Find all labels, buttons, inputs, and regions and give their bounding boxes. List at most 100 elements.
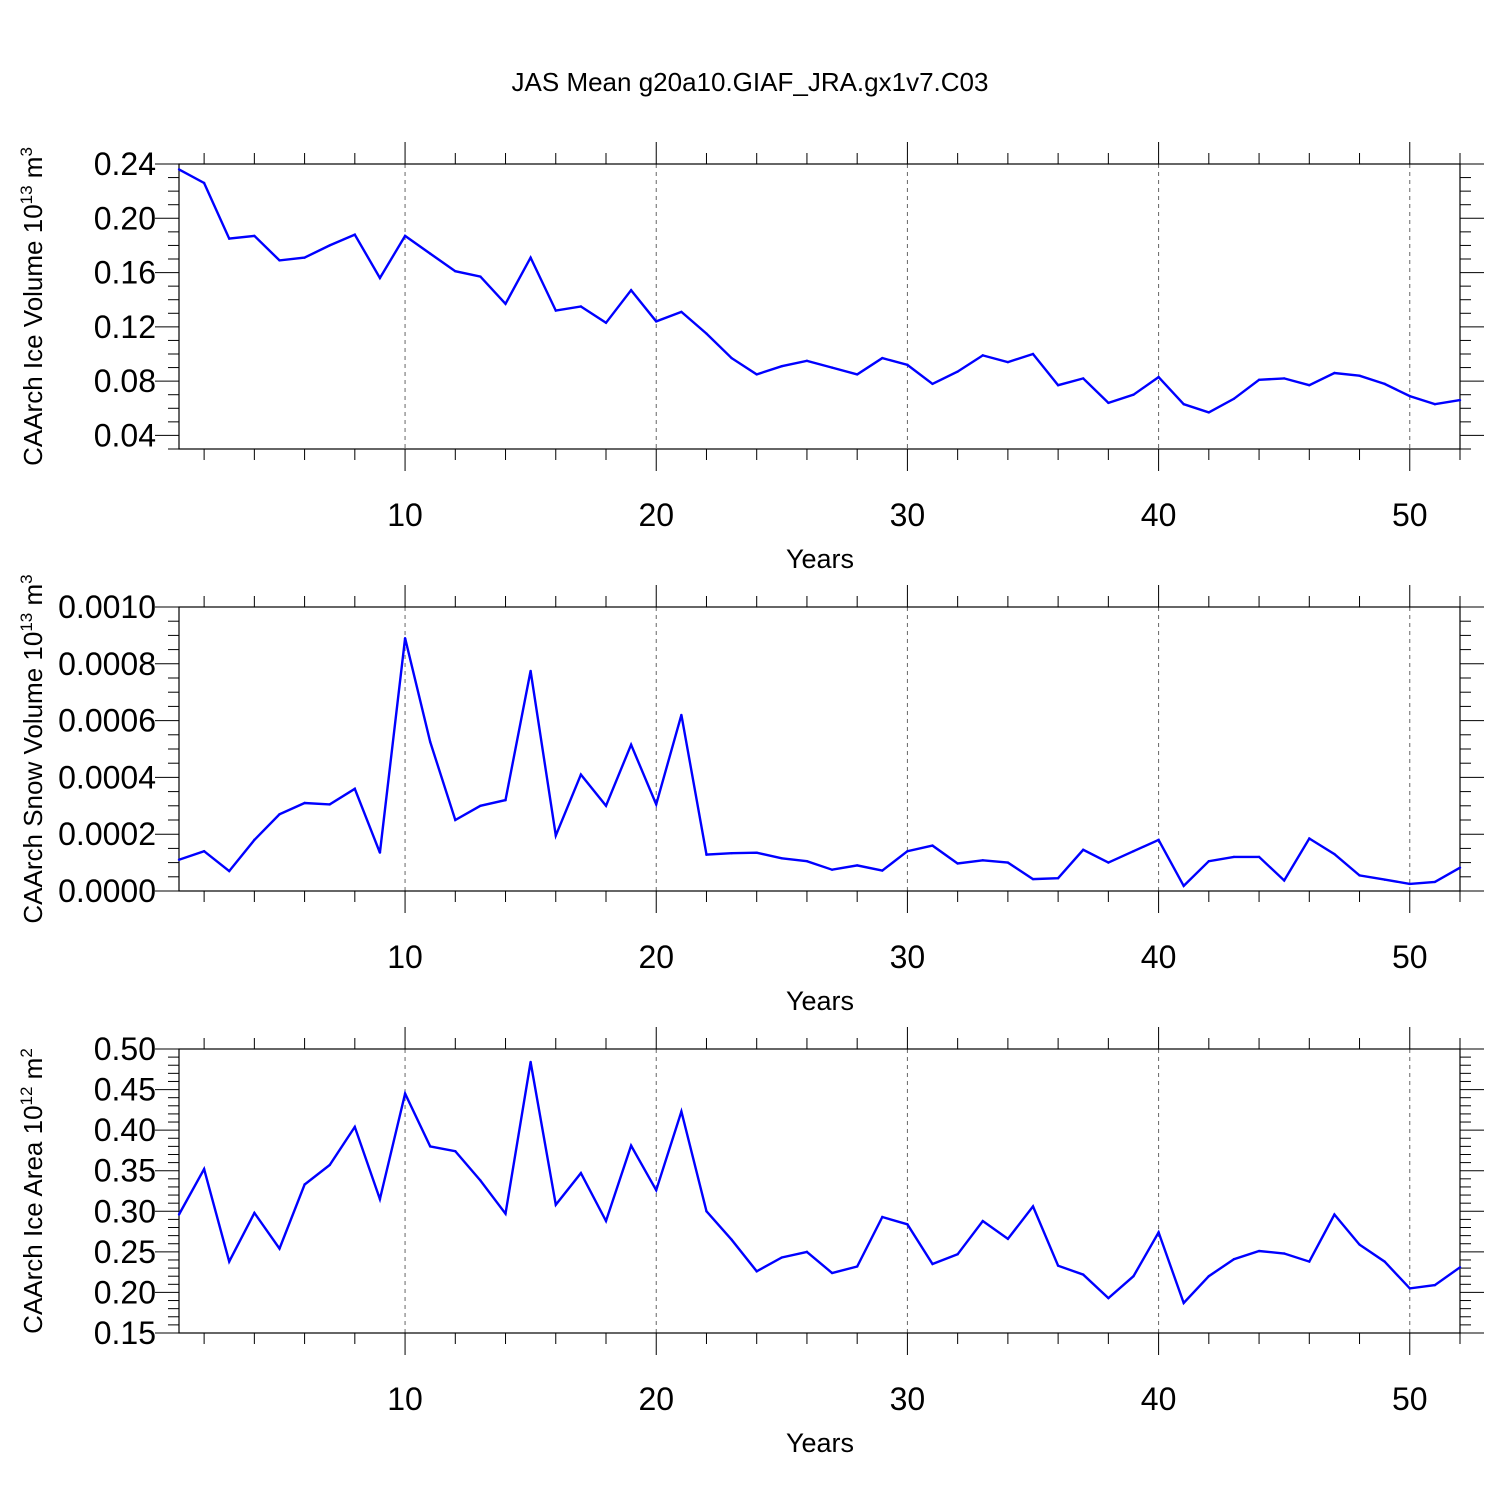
data-point: [202, 850, 206, 853]
data-point: [855, 1265, 859, 1268]
y-tick-label: 0.20: [94, 1274, 156, 1310]
data-point: [1308, 1260, 1311, 1263]
data-point: [579, 1171, 583, 1175]
y-tick-label: 0.0002: [58, 816, 156, 852]
data-point: [755, 1270, 758, 1273]
data-point: [655, 320, 658, 323]
data-point: [1458, 1266, 1462, 1269]
x-tick-label: 30: [890, 939, 926, 975]
data-point: [253, 1211, 256, 1215]
data-point: [1433, 880, 1437, 884]
data-point: [931, 844, 934, 847]
data-point: [1182, 884, 1185, 888]
data-point: [353, 233, 357, 236]
data-point: [830, 366, 834, 369]
data-point: [303, 801, 306, 805]
y-tick-label: 0.0010: [58, 589, 156, 625]
y-axis-label: CAArch Ice Volume 1013 m3: [17, 147, 48, 466]
data-point: [906, 850, 909, 853]
data-point: [479, 275, 482, 278]
x-tick-label: 50: [1392, 497, 1428, 533]
data-point: [1333, 852, 1336, 856]
data-point: [428, 1145, 432, 1148]
data-point: [780, 857, 784, 860]
data-point: [1107, 401, 1110, 405]
data-point: [881, 356, 884, 360]
data-point: [629, 289, 633, 292]
data-point: [1257, 855, 1261, 859]
data-point: [403, 1092, 407, 1095]
data-point: [655, 1188, 658, 1192]
data-point: [1458, 866, 1462, 869]
x-tick-label: 30: [890, 497, 926, 533]
data-point: [1107, 1296, 1110, 1300]
data-point: [1308, 384, 1311, 387]
data-point: [755, 373, 758, 376]
data-point: [328, 1163, 331, 1167]
data-point: [1257, 378, 1261, 381]
x-tick-label: 10: [387, 939, 423, 975]
x-tick-label: 10: [387, 497, 423, 533]
data-point: [504, 798, 507, 802]
y-tick-label: 0.0000: [58, 873, 156, 909]
data-point: [177, 168, 181, 171]
data-point: [504, 302, 507, 305]
data-point: [1383, 1260, 1386, 1263]
y-tick-label: 0.40: [94, 1112, 156, 1148]
data-point: [730, 852, 733, 855]
data-point: [1232, 855, 1236, 859]
data-point: [1433, 403, 1437, 406]
x-tick-label: 20: [638, 497, 674, 533]
data-point: [755, 851, 758, 854]
data-point: [1232, 397, 1236, 400]
data-point: [981, 1219, 984, 1223]
y-axis-label: CAArch Ice Area 1012 m2: [17, 1048, 48, 1334]
data-point: [177, 1213, 181, 1216]
data-point: [1056, 1264, 1060, 1267]
data-point: [981, 354, 984, 357]
figure-title: JAS Mean g20a10.GIAF_JRA.gx1v7.C03: [512, 67, 989, 97]
data-point: [177, 858, 181, 861]
data-point: [1408, 882, 1411, 886]
data-point: [1333, 371, 1336, 375]
data-point: [956, 1253, 959, 1256]
data-point: [529, 669, 532, 673]
data-point: [228, 869, 231, 873]
x-axis-label: Years: [786, 1428, 854, 1458]
x-tick-label: 50: [1392, 939, 1428, 975]
data-point: [303, 256, 306, 259]
data-point: [554, 309, 557, 312]
data-point: [906, 1223, 909, 1226]
data-point: [1182, 403, 1185, 406]
y-tick-label: 0.0006: [58, 703, 156, 739]
data-point: [554, 1203, 557, 1206]
y-tick-label: 0.24: [94, 146, 156, 182]
data-point: [202, 181, 206, 185]
y-tick-label: 0.16: [94, 255, 156, 291]
plot-frame: [178, 606, 1461, 892]
data-point: [1207, 859, 1211, 863]
data-point: [378, 1197, 382, 1201]
data-point: [479, 804, 482, 807]
data-point: [228, 1260, 231, 1263]
data-point: [1082, 1273, 1085, 1276]
data-point: [705, 853, 708, 856]
data-point: [1157, 1231, 1160, 1234]
data-point: [680, 310, 683, 314]
data-point: [1132, 1275, 1135, 1278]
data-point: [454, 1150, 457, 1153]
data-point: [680, 713, 683, 717]
data-point: [680, 1110, 683, 1113]
x-axis-label: Years: [786, 986, 854, 1016]
data-point: [805, 859, 809, 863]
data-point: [1207, 1275, 1211, 1278]
data-point: [454, 818, 457, 822]
data-point: [428, 740, 432, 744]
data-point: [328, 244, 331, 247]
data-point: [705, 332, 708, 335]
data-point: [1383, 382, 1386, 386]
data-point: [1006, 360, 1010, 364]
data-point: [529, 1060, 532, 1064]
data-point: [1308, 837, 1311, 840]
data-point: [253, 234, 256, 238]
